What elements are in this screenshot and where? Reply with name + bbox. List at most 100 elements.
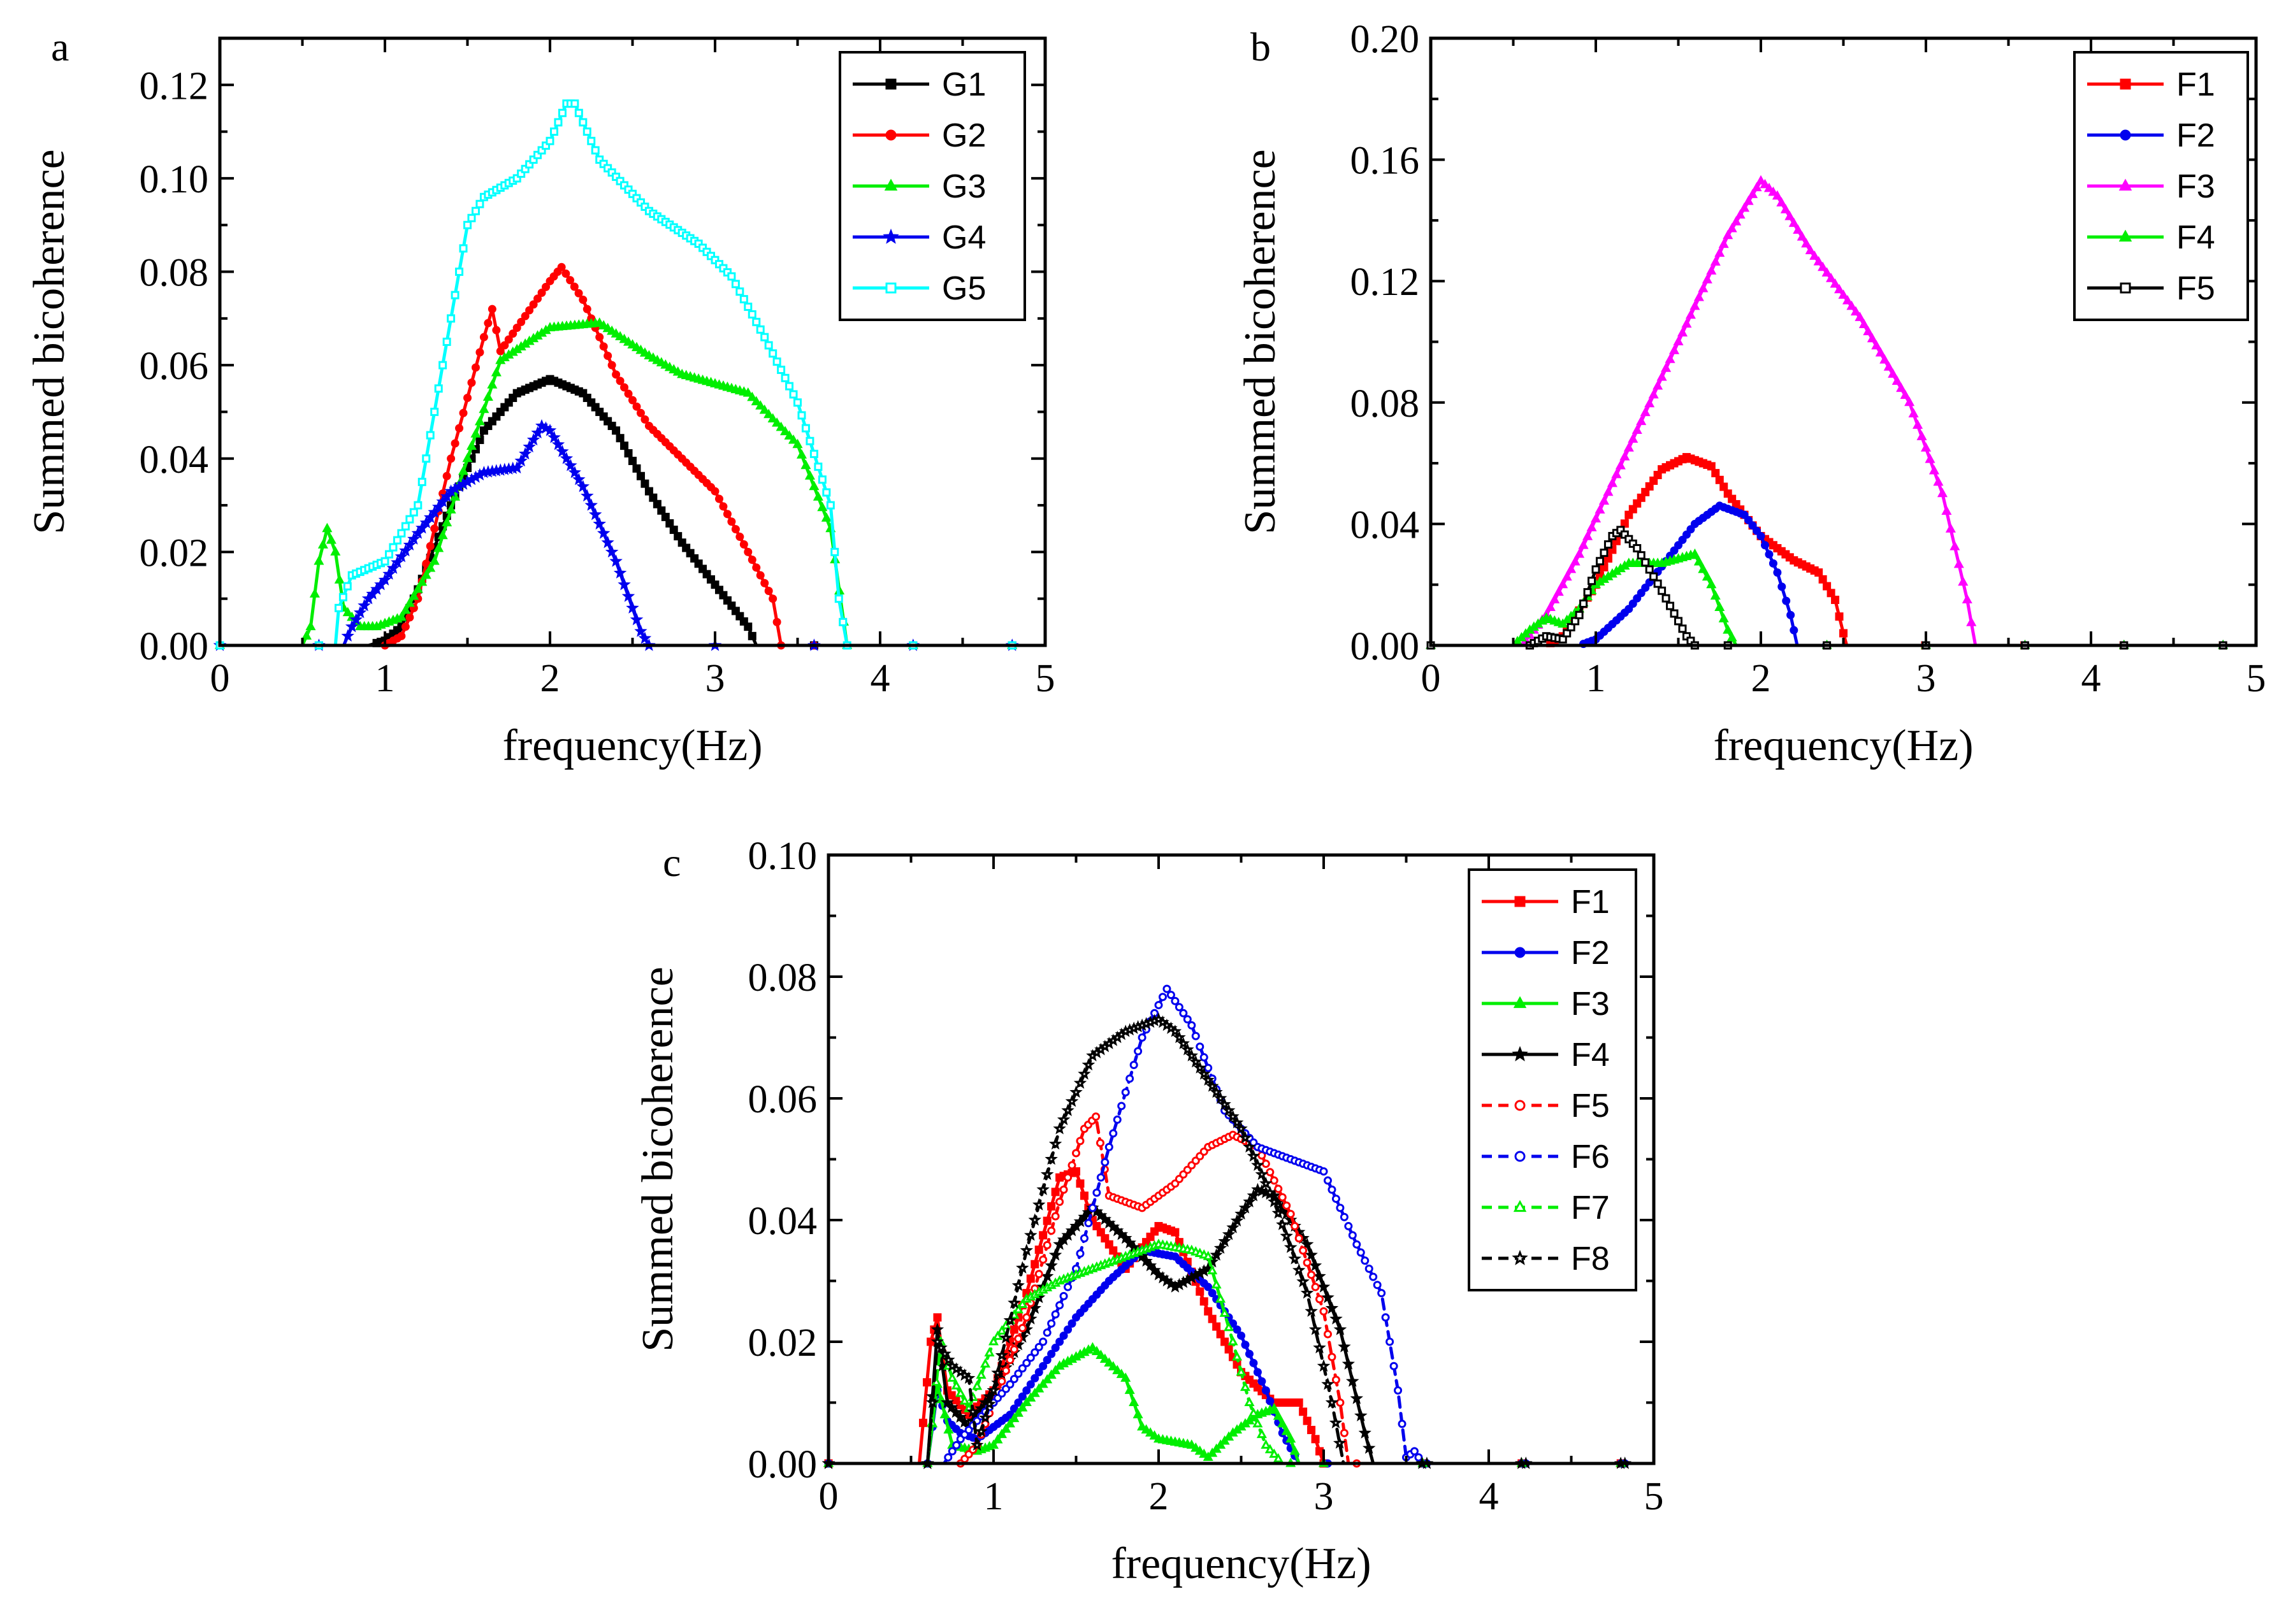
legend-item-g1: G1	[853, 66, 986, 103]
series-marker	[1611, 468, 1622, 478]
series-marker	[422, 454, 431, 463]
series-marker	[1199, 1448, 1210, 1458]
series-marker	[1681, 318, 1692, 328]
series-marker	[1305, 1304, 1318, 1317]
series-marker	[416, 521, 429, 534]
legend-item-f3: F3	[1482, 986, 1610, 1023]
series-marker	[574, 289, 583, 298]
series-marker	[342, 607, 353, 617]
series-marker	[579, 118, 588, 127]
series-marker	[1193, 1061, 1206, 1074]
series-marker	[1821, 267, 1832, 277]
series-marker	[1186, 1439, 1197, 1449]
series-marker	[997, 1377, 1006, 1386]
series-marker	[1323, 1330, 1332, 1339]
series-marker	[781, 373, 790, 382]
series-marker	[1212, 1322, 1221, 1331]
series-marker	[442, 517, 452, 527]
series-marker	[1125, 1074, 1134, 1083]
series-marker	[1061, 1103, 1074, 1116]
series-marker	[380, 557, 389, 566]
series-marker	[1677, 327, 1688, 337]
legend-marker	[2120, 282, 2131, 294]
series-marker	[1735, 209, 1746, 219]
series-marker	[1777, 582, 1786, 591]
series-marker	[1277, 1418, 1288, 1428]
series-marker	[1308, 1323, 1322, 1335]
series-marker	[948, 1447, 957, 1456]
series-marker	[430, 407, 439, 416]
series-marker	[1162, 984, 1171, 993]
series-marker	[1210, 1085, 1223, 1098]
series-marker	[574, 108, 583, 117]
series-marker	[1294, 1398, 1303, 1407]
series-marker	[425, 562, 436, 572]
series-marker	[1072, 1149, 1080, 1158]
series-marker	[1743, 196, 1754, 205]
series-marker	[431, 499, 445, 513]
series-marker	[1008, 1296, 1021, 1309]
series-marker	[384, 550, 393, 559]
series-marker	[1702, 571, 1712, 581]
series-marker	[581, 489, 594, 502]
series-marker	[789, 390, 798, 399]
series-marker	[1668, 345, 1680, 354]
series-marker	[1018, 1364, 1027, 1373]
series-marker	[609, 554, 623, 567]
series-marker	[1064, 1283, 1073, 1291]
series-marker	[1286, 1209, 1295, 1218]
series-marker	[1043, 1240, 1052, 1249]
series-marker	[514, 454, 528, 467]
series-marker	[1830, 278, 1841, 288]
series-marker	[588, 507, 602, 521]
series-marker	[1276, 1218, 1289, 1230]
series-marker	[440, 489, 454, 503]
series-marker	[1953, 558, 1964, 568]
series-marker	[1244, 1397, 1255, 1406]
series-marker	[1342, 1357, 1355, 1370]
series-marker	[1823, 582, 1832, 591]
series-marker	[934, 1340, 948, 1354]
legend-marker	[883, 228, 899, 244]
series-marker	[358, 598, 371, 612]
series-marker	[1018, 1324, 1027, 1333]
series-marker	[463, 220, 472, 229]
series-marker	[1583, 588, 1592, 597]
y-tick-label: 0.08	[748, 956, 818, 1000]
y-tick-label: 0.04	[748, 1200, 818, 1243]
series-marker	[1962, 594, 1972, 604]
y-tick-label: 0.06	[140, 345, 209, 388]
series-marker	[1043, 1216, 1052, 1225]
series-marker	[525, 306, 534, 315]
series-marker	[1034, 1342, 1043, 1351]
series-marker	[1300, 1286, 1314, 1299]
series-marker	[1950, 541, 1960, 550]
series-marker	[604, 351, 612, 360]
legend-item-f2: F2	[2087, 117, 2215, 154]
series-marker	[1124, 1384, 1135, 1394]
series-marker	[1916, 431, 1927, 440]
series-marker	[576, 480, 590, 492]
x-tick-label: 4	[1479, 1475, 1499, 1518]
series-marker	[767, 413, 778, 422]
series-marker	[1264, 1444, 1275, 1454]
series-marker	[491, 366, 502, 377]
x-tick-label: 5	[2246, 657, 2266, 700]
series-marker	[1203, 1251, 1213, 1260]
series-marker	[1319, 1167, 1328, 1176]
series-marker	[1017, 1298, 1028, 1309]
series-marker	[1226, 1221, 1240, 1233]
series-marker	[943, 1424, 954, 1434]
series-marker	[1190, 1442, 1201, 1452]
series-marker	[1831, 596, 1840, 605]
series-marker	[467, 378, 476, 387]
series-marker	[1693, 291, 1704, 301]
series-marker	[1257, 1377, 1266, 1386]
series-marker	[437, 529, 448, 540]
legend-item-g3: G3	[853, 168, 986, 205]
series-marker	[1600, 549, 1609, 557]
series-marker	[1067, 1319, 1076, 1328]
series-marker	[343, 582, 352, 591]
series-marker	[999, 1331, 1013, 1344]
series-marker	[1637, 551, 1646, 560]
